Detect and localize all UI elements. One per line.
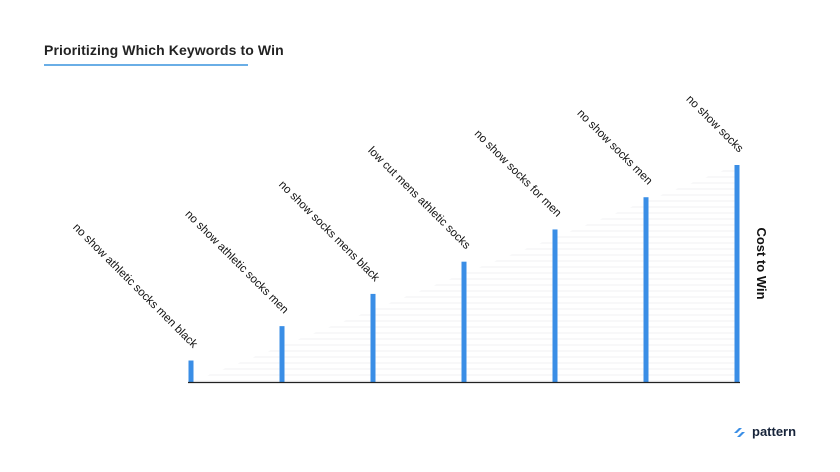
bar-7 bbox=[734, 165, 740, 382]
bar-label-7: no show socks bbox=[684, 93, 746, 155]
y-axis-label: Cost to Win bbox=[754, 227, 769, 299]
bar-label-5: no show socks for men bbox=[472, 128, 564, 220]
title-underline bbox=[44, 64, 248, 66]
bar-4 bbox=[461, 261, 467, 382]
bar-label-6: no show socks men bbox=[574, 107, 654, 187]
bar-3 bbox=[370, 293, 376, 382]
bar-label-3: no show socks mens black bbox=[276, 179, 381, 284]
bar-5 bbox=[552, 229, 558, 382]
bar-label-2: no show athletic socks men bbox=[182, 208, 290, 316]
bar-label-4: low cut mens athletic socks bbox=[365, 145, 472, 252]
pattern-logo-icon bbox=[734, 427, 745, 437]
brand-logo: pattern bbox=[732, 424, 796, 439]
bar-1 bbox=[188, 360, 194, 382]
bar-6 bbox=[643, 197, 649, 382]
bar-2 bbox=[279, 326, 285, 382]
slide-title: Prioritizing Which Keywords to Win bbox=[44, 42, 284, 58]
bar-label-1: no show athletic socks men black bbox=[70, 221, 199, 350]
brand-name: pattern bbox=[752, 424, 797, 439]
